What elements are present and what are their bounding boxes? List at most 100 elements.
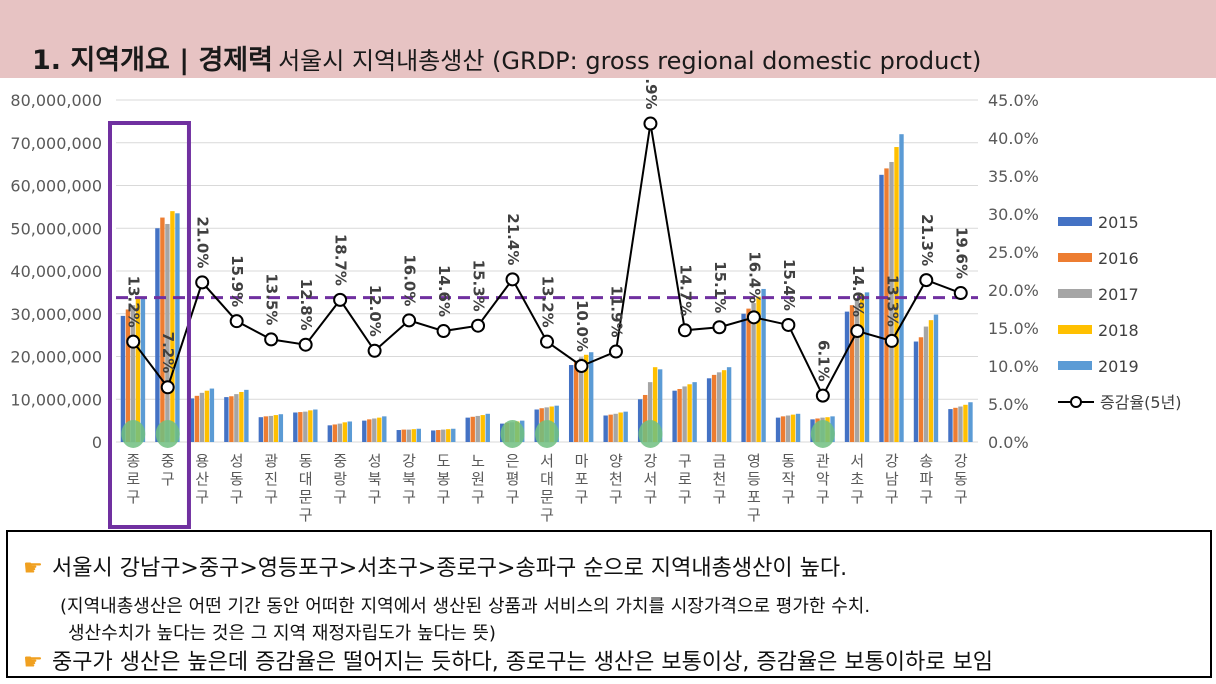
bar-2016 [229, 396, 234, 442]
bar-2018 [377, 417, 382, 442]
bar-2017 [165, 223, 170, 442]
title-sub: 서울시 지역내총생산 (GRDP: gross regional domesti… [278, 47, 982, 75]
rate-data-label: 15.4% [780, 259, 798, 311]
grdp-chart: 0 10,000,000 20,000,000 30,000,000 40,000,00… [10, 78, 1182, 529]
bar-2015 [706, 378, 712, 442]
y2-tick-label: 40.0% [988, 129, 1039, 148]
bar-2019 [657, 369, 663, 442]
y2-tick-label: 10.0% [988, 357, 1039, 376]
bar-2017 [337, 423, 343, 442]
rate-data-label: 10.0% [573, 300, 591, 352]
rate-point [402, 313, 417, 328]
rate-point [677, 323, 692, 338]
legend-label: 2019 [1098, 357, 1139, 376]
legend-swatch [1058, 361, 1092, 370]
legend-swatch [1058, 289, 1092, 298]
y-tick-label: 60,000,000 [10, 177, 102, 196]
bar-2018 [790, 414, 796, 442]
marker-ellipse [121, 420, 146, 448]
bar-2016 [401, 429, 406, 442]
bar-2019 [313, 409, 318, 442]
marker-ellipse [810, 420, 835, 448]
bar-2018 [687, 384, 692, 442]
rate-point [608, 344, 623, 359]
bar-2015 [224, 397, 229, 442]
bar-2019 [209, 388, 215, 442]
bar-2018 [618, 412, 623, 442]
y2-tick-label: 0.0% [988, 433, 1029, 452]
marker-ellipse [500, 420, 525, 448]
note-text-4: 중구가 생산은 높은데 증감율은 떨어지는 듯하다, 종로구는 생산은 보통이상… [52, 650, 993, 675]
bar-2016 [125, 309, 131, 442]
pointing-hand-icon: ☛ [23, 556, 43, 581]
rate-data-label: 14.6% [435, 265, 453, 317]
bar-2015 [431, 430, 436, 442]
bar-2015 [603, 415, 608, 442]
bar-2019 [726, 367, 732, 442]
bar-2017 [303, 411, 308, 442]
bar-2018 [859, 294, 865, 442]
note-line-3: 생산수치가 높다는 것은 그 지역 재정자립도가 높다는 뜻) [68, 623, 496, 644]
note-text-1: 서울시 강남구>중구>영등포구>서초구>종로구>송파구 순으로 지역내총생산이 … [52, 556, 848, 581]
bar-2015 [879, 174, 884, 442]
bar-2016 [194, 395, 200, 442]
rate-data-label: 21.4% [504, 213, 522, 265]
rate-point [884, 333, 899, 348]
bar-2017 [372, 418, 377, 442]
bar-2017 [958, 406, 963, 442]
bar-2017 [923, 326, 929, 442]
bar-2018 [411, 429, 416, 442]
bar-2015 [637, 399, 643, 442]
y-tick-label: 0 [92, 433, 102, 452]
bar-2017 [682, 386, 687, 442]
bar-2019 [968, 402, 973, 442]
bar-2019 [347, 421, 353, 442]
rate-data-label: 16.4% [745, 251, 763, 303]
bar-2019 [382, 416, 387, 442]
bar-2016 [436, 430, 441, 442]
bar-2019 [278, 414, 284, 442]
bar-2019 [244, 389, 249, 442]
rate-point [540, 334, 554, 349]
bar-2015 [844, 311, 850, 442]
bar-2018 [446, 429, 451, 442]
bar-2019 [623, 411, 628, 442]
rate-data-label: 15.9% [228, 255, 246, 307]
bar-2017 [854, 300, 860, 442]
y2-tick-label: 20.0% [988, 281, 1039, 300]
notes-box: ☛ 서울시 강남구>중구>영등포구>서초구>종로구>송파구 순으로 지역내총생산이… [6, 530, 1212, 678]
bar-2015 [534, 409, 539, 442]
rate-point [953, 286, 968, 301]
rate-data-label: 16.0% [401, 254, 419, 306]
rate-point [436, 324, 451, 339]
rate-data-label: 14.7% [676, 264, 694, 316]
bar-2015 [948, 409, 953, 442]
bar-2018 [894, 147, 899, 442]
bar-2018 [204, 390, 210, 442]
bar-2016 [953, 407, 958, 442]
rate-data-label: 21.3% [918, 214, 936, 266]
bar-2019 [451, 428, 456, 442]
marker-ellipse [155, 420, 180, 448]
bar-2018 [170, 211, 175, 442]
bar-2016 [470, 416, 475, 442]
bar-2015 [913, 341, 919, 442]
rate-point [781, 317, 796, 332]
bar-2018 [721, 370, 727, 442]
bar-2016 [573, 360, 579, 442]
y-tick-label: 30,000,000 [10, 305, 102, 324]
bar-2017 [475, 415, 480, 442]
bar-2019 [485, 413, 490, 442]
bar-2018 [963, 404, 968, 442]
bar-2015 [741, 313, 746, 442]
bar-2016 [298, 412, 303, 442]
bar-2018 [652, 367, 658, 442]
